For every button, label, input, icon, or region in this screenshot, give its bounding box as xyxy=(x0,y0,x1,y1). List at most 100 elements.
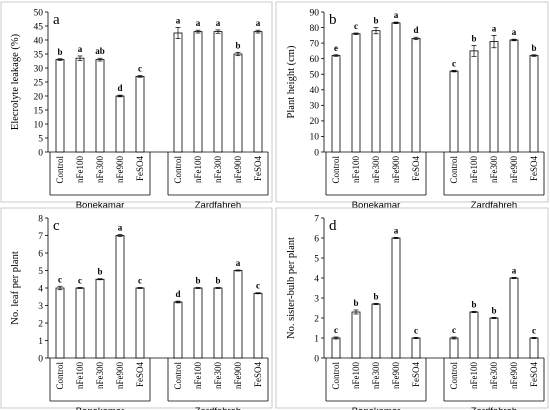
category-label: nFe900 xyxy=(115,156,125,184)
bar xyxy=(173,32,183,153)
category-label: FeSO4 xyxy=(529,156,539,182)
group-label: Zardfahreh xyxy=(195,200,241,211)
y-tick-label: 35 xyxy=(34,50,44,60)
category-label: nFe300 xyxy=(371,362,381,390)
category-label: nFe100 xyxy=(75,156,85,184)
y-tick-label: 50 xyxy=(34,8,44,18)
bar xyxy=(351,311,361,359)
panel-c: 0 1 2 3 4 5 6 7 8 No. leaf per plant c c Control c nFe… xyxy=(0,207,273,410)
category-label: FeSO4 xyxy=(135,362,145,388)
significance-letter: a xyxy=(216,18,221,28)
category-label: nFe300 xyxy=(489,156,499,184)
panel-frame xyxy=(0,1,273,203)
category-label: nFe900 xyxy=(509,156,519,184)
y-tick-label: 90 xyxy=(310,8,320,18)
category-label: FeSO4 xyxy=(135,156,145,182)
bar xyxy=(411,337,421,359)
bar xyxy=(55,287,65,359)
significance-letter: ab xyxy=(95,46,105,56)
category-label: FeSO4 xyxy=(253,362,263,388)
significance-letter: b xyxy=(471,299,476,309)
significance-letter: d xyxy=(413,25,418,35)
bar xyxy=(469,50,479,153)
bar xyxy=(509,39,519,153)
y-tick-label: 15 xyxy=(34,106,44,116)
y-tick-label: 8 xyxy=(38,214,43,224)
bar xyxy=(489,41,499,153)
panel-b: 0 10 20 30 40 50 60 70 80 90 Plant height (cm) b e Co… xyxy=(275,1,549,211)
y-tick-label: 1 xyxy=(38,337,43,347)
y-tick-label: 20 xyxy=(310,117,320,127)
y-tick-label: 0 xyxy=(38,354,43,364)
bar xyxy=(253,292,263,359)
y-tick-label: 2 xyxy=(314,314,319,324)
bar xyxy=(233,53,243,153)
y-tick-label: 4 xyxy=(314,274,319,284)
y-tick-label: 0 xyxy=(38,148,43,158)
y-tick-label: 25 xyxy=(34,78,44,88)
bar xyxy=(331,337,341,359)
category-label: FeSO4 xyxy=(411,362,421,388)
y-tick-label: 7 xyxy=(38,232,43,242)
significance-letter: b xyxy=(531,43,536,53)
panel-frame xyxy=(0,207,273,409)
group-label: Zardfahreh xyxy=(471,406,517,410)
bar xyxy=(115,95,125,153)
significance-letter: c xyxy=(414,325,418,335)
y-tick-label: 3 xyxy=(38,302,43,312)
bar xyxy=(253,31,263,153)
significance-letter: b xyxy=(373,291,378,301)
significance-letter: b xyxy=(97,267,102,277)
significance-letter: b xyxy=(373,16,378,26)
bar xyxy=(135,76,145,153)
bar xyxy=(529,55,539,153)
significance-letter: a xyxy=(512,27,517,37)
group-label: Bonekamar xyxy=(76,200,125,211)
bar xyxy=(95,59,105,153)
category-label: Control xyxy=(449,362,459,390)
bar xyxy=(75,287,85,359)
panel-a: 0 5 10 15 20 25 30 35 40 45 50 Elecrolyte leakage (… xyxy=(0,1,273,211)
bar xyxy=(115,235,125,359)
category-label: nFe300 xyxy=(213,362,223,390)
significance-letter: c xyxy=(334,325,338,335)
bar xyxy=(509,277,519,359)
panel-letter: c xyxy=(53,218,60,234)
panel-letter: d xyxy=(329,218,337,234)
y-tick-label: 40 xyxy=(310,86,320,96)
significance-letter: c xyxy=(452,325,456,335)
significance-letter: c xyxy=(138,275,142,285)
category-label: FeSO4 xyxy=(411,156,421,182)
significance-letter: a xyxy=(118,223,123,233)
bar xyxy=(135,287,145,359)
panel-d: 0 1 2 3 4 5 6 7 No. sister-bulb per plant d c Contr… xyxy=(275,207,549,410)
y-tick-label: 5 xyxy=(314,254,319,264)
bar xyxy=(351,33,361,153)
significance-letter: a xyxy=(78,44,83,54)
significance-letter: a xyxy=(394,225,399,235)
category-label: nFe100 xyxy=(469,156,479,184)
bar xyxy=(213,287,223,359)
bar xyxy=(371,30,381,153)
bar xyxy=(489,317,499,359)
significance-letter: d xyxy=(175,289,180,299)
significance-letter: c xyxy=(532,325,536,335)
significance-letter: c xyxy=(58,274,62,284)
y-tick-label: 5 xyxy=(38,267,43,277)
bar xyxy=(55,59,65,153)
y-tick-label: 3 xyxy=(314,294,319,304)
bar xyxy=(213,31,223,153)
category-label: FeSO4 xyxy=(529,362,539,388)
significance-letter: a xyxy=(492,23,497,33)
y-tick-label: 20 xyxy=(34,92,44,102)
category-label: Control xyxy=(449,156,459,184)
category-label: nFe900 xyxy=(391,362,401,390)
significance-letter: b xyxy=(471,33,476,43)
category-label: FeSO4 xyxy=(253,156,263,182)
category-label: nFe300 xyxy=(95,156,105,184)
category-label: nFe100 xyxy=(75,362,85,390)
y-tick-label: 4 xyxy=(38,284,43,294)
y-tick-label: 7 xyxy=(314,214,319,224)
category-label: nFe100 xyxy=(193,362,203,390)
significance-letter: b xyxy=(491,305,496,315)
